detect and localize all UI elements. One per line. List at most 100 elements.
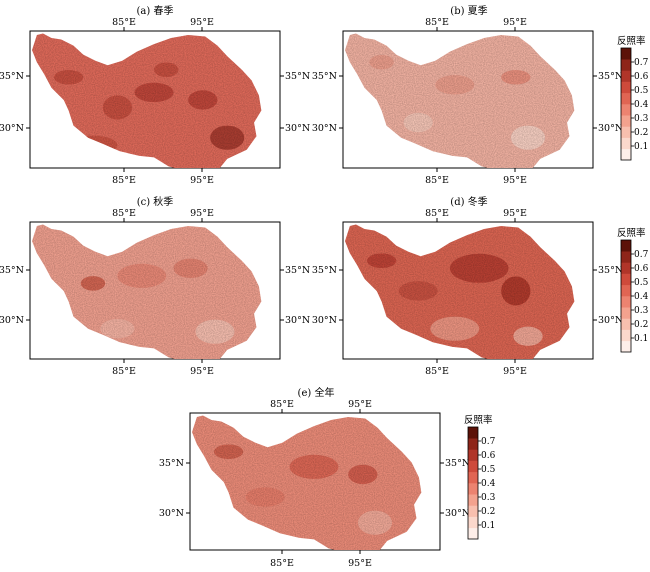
colorbar-segment <box>621 115 631 127</box>
map-panel-autumn: (c) 秋季 85°E 95°E 85°E 95°E 35°N 30°N 35°… <box>0 195 310 377</box>
x-tick-label: 95°E <box>190 175 214 186</box>
panel-title: (c) 秋季 <box>137 195 174 208</box>
colorbar-tick-label: 0.2 <box>634 320 648 330</box>
colorbar-segment <box>621 262 631 274</box>
colorbar-tick-label: 0.2 <box>481 507 495 517</box>
colorbar-segment <box>468 505 478 517</box>
colorbar-tick-label: 0.7 <box>481 437 496 447</box>
colorbar-tick-label: 0.4 <box>481 479 496 489</box>
plateau-albedo-field <box>32 33 262 168</box>
y-tick-label: 35°N <box>285 265 310 276</box>
x-tick-label: 85°E <box>112 208 136 219</box>
y-tick-label: 30°N <box>312 315 337 326</box>
map-frame <box>342 30 594 169</box>
colorbar-segment <box>621 70 631 82</box>
colorbar-segment <box>621 296 631 308</box>
colorbar-tick-label: 0.3 <box>634 114 649 124</box>
y-tick-label: 35°N <box>0 265 24 276</box>
panel-title: (e) 全年 <box>298 386 335 399</box>
x-tick-label: 85°E <box>112 17 136 28</box>
y-tick-label: 35°N <box>598 71 623 82</box>
x-tick-label: 85°E <box>425 208 449 219</box>
y-tick-label: 35°N <box>159 458 184 469</box>
x-tick-label: 85°E <box>425 17 449 28</box>
map-frame <box>29 221 281 360</box>
colorbar-tick-label: 0.3 <box>481 493 496 503</box>
colorbar-segment <box>621 251 631 263</box>
map-panel-annual: (e) 全年 85°E 95°E 85°E 95°E 35°N 30°N 35°… <box>159 386 470 569</box>
plateau-albedo-field <box>32 224 262 359</box>
colorbar-segment <box>468 449 478 461</box>
x-tick-label: 95°E <box>503 208 527 219</box>
map-panel-summer: (b) 夏季 85°E 95°E 85°E 95°E 35°N 30°N 35°… <box>312 5 623 186</box>
x-tick-label: 85°E <box>270 399 294 410</box>
y-tick-label: 30°N <box>445 508 470 519</box>
colorbar-segment <box>468 471 478 484</box>
albedo-texture <box>345 224 575 359</box>
y-tick-label: 35°N <box>0 71 24 82</box>
colorbar-tick-label: 0.7 <box>634 250 649 260</box>
colorbar-tick-label: 0.5 <box>634 86 649 96</box>
albedo-texture <box>345 33 575 168</box>
colorbar-segment <box>621 126 631 138</box>
y-tick-label: 35°N <box>312 71 337 82</box>
colorbar-segment <box>468 494 478 506</box>
y-tick-label: 30°N <box>285 123 310 134</box>
colorbar-tick-label: 0.1 <box>634 334 648 344</box>
y-tick-label: 30°N <box>598 315 623 326</box>
colorbar-tick-label: 0.6 <box>481 451 496 461</box>
colorbar-tick-label: 0.6 <box>634 72 649 82</box>
map-panel-spring: (a) 春季 85°E 95°E 85°E 95°E 35°N 30°N 35°… <box>0 5 310 186</box>
albedo-texture <box>32 224 262 359</box>
y-tick-label: 35°N <box>285 71 310 82</box>
map-frame <box>29 30 281 169</box>
x-tick-label: 95°E <box>348 399 372 410</box>
colorbar-tick-label: 0.6 <box>634 264 649 274</box>
colorbar-segment <box>621 59 631 71</box>
y-tick-label: 30°N <box>598 123 623 134</box>
y-tick-label: 30°N <box>0 315 24 326</box>
panel-title: (b) 夏季 <box>450 5 487 17</box>
colorbar-segment <box>468 527 478 540</box>
colorbar-tick-label: 0.5 <box>634 278 649 288</box>
colorbar-tick-label: 0.1 <box>634 142 648 152</box>
colorbar-segment <box>621 340 631 353</box>
y-tick-label: 35°N <box>445 458 470 469</box>
x-tick-label: 95°E <box>190 208 214 219</box>
colorbar-tick-label: 0.2 <box>634 128 648 138</box>
albedo-texture <box>192 415 422 550</box>
y-tick-label: 30°N <box>285 315 310 326</box>
colorbar-bottom: 反照率 0.7 0.6 0.5 0.4 0.3 0.2 0.1 <box>464 414 496 540</box>
panel-title: (a) 春季 <box>137 5 174 17</box>
x-tick-label: 85°E <box>112 175 136 186</box>
colorbar-segment <box>621 307 631 319</box>
colorbar-top: 反照率 0.7 0.6 0.5 0.4 0.3 0.2 0.1 <box>617 35 649 161</box>
y-tick-label: 30°N <box>159 508 184 519</box>
colorbar-title: 反照率 <box>617 35 646 47</box>
x-tick-label: 95°E <box>503 175 527 186</box>
x-tick-label: 85°E <box>270 558 294 569</box>
plateau-albedo-field <box>345 33 575 168</box>
y-tick-label: 30°N <box>0 123 24 134</box>
colorbar-tick-label: 0.7 <box>634 58 649 68</box>
y-tick-label: 30°N <box>312 123 337 134</box>
colorbar-segment <box>621 273 631 286</box>
map-frame <box>189 412 441 551</box>
colorbar-tick-label: 0.5 <box>481 465 496 475</box>
colorbar-segment <box>621 104 631 116</box>
x-tick-label: 95°E <box>503 17 527 28</box>
colorbar-tick-label: 0.4 <box>634 292 649 302</box>
map-panel-winter: (d) 冬季 85°E 95°E 85°E 95°E 35°N 30°N 35°… <box>312 195 623 377</box>
colorbar-tick-label: 0.1 <box>481 521 495 531</box>
colorbar-segment <box>621 81 631 94</box>
y-tick-label: 35°N <box>312 265 337 276</box>
colorbar-tick-label: 0.4 <box>634 100 649 110</box>
colorbar-segment <box>621 148 631 161</box>
panel-title: (d) 冬季 <box>450 195 487 208</box>
x-tick-label: 85°E <box>112 366 136 377</box>
colorbar-segment <box>621 48 631 60</box>
colorbar-middle: 反照率 0.7 0.6 0.5 0.4 0.3 0.2 0.1 <box>617 227 649 353</box>
x-tick-label: 95°E <box>190 17 214 28</box>
x-tick-label: 95°E <box>348 558 372 569</box>
